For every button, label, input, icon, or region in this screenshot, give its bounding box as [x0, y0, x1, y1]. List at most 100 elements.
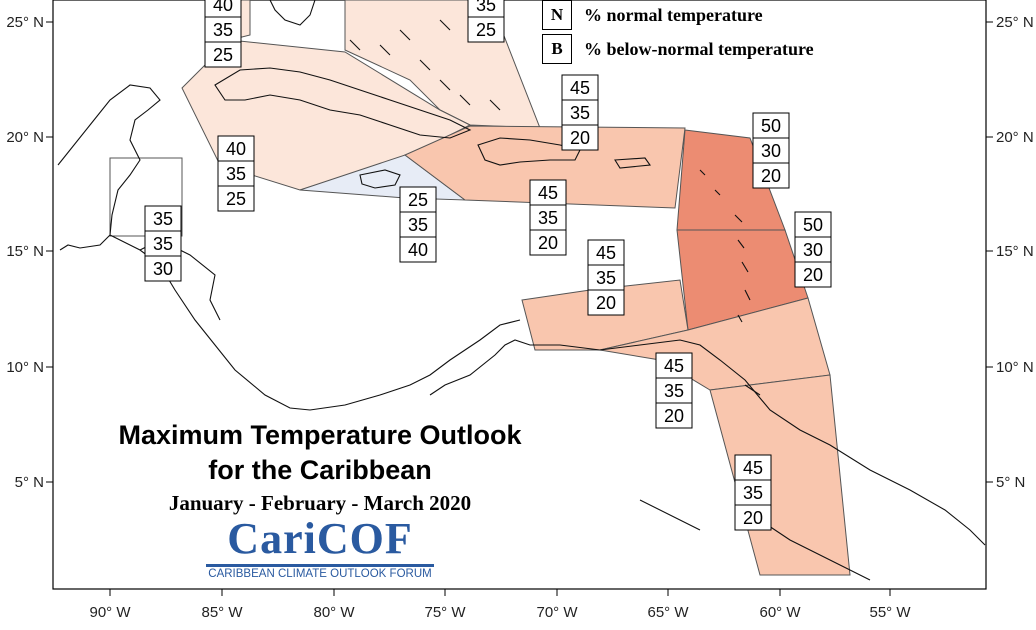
forecast-value: 40: [226, 139, 246, 159]
forecast-value: 45: [743, 458, 763, 478]
forecast-value: 45: [596, 243, 616, 263]
forecast-value: 35: [153, 234, 173, 254]
forecast-cell: [794, 236, 832, 263]
lon-label: 80° W: [313, 604, 355, 621]
lon-label: 65° W: [647, 604, 689, 621]
lat-label-right: 25° N: [996, 14, 1034, 31]
coast-hispaniola: [477, 137, 581, 166]
forecast-zones: [109, 0, 851, 576]
forecast-value: 35: [664, 381, 684, 401]
caricof-logo: CariCOF CARIBBEAN CLIMATE OUTLOOK FORUM: [200, 515, 440, 581]
forecast-cell: [144, 230, 182, 257]
forecast-cell: [399, 186, 437, 213]
forecast-cell: [217, 135, 255, 162]
coast-lesser-antilles: [699, 169, 761, 396]
lat-label-left: 20° N: [6, 129, 44, 146]
forecast-value: 25: [476, 20, 496, 40]
lat-label-right: 15° N: [996, 243, 1034, 260]
forecast-box-bahamas-north-west: 40 35 25: [204, 0, 242, 68]
lat-label-right: 10° N: [996, 359, 1034, 376]
lon-label: 85° W: [201, 604, 243, 621]
forecast-value: 50: [761, 116, 781, 136]
lat-label-left: 15° N: [6, 243, 44, 260]
forecast-value: 30: [761, 141, 781, 161]
lon-label: 55° W: [869, 604, 911, 621]
title-line-2: for the Caribbean: [208, 455, 432, 485]
forecast-cell: [204, 16, 242, 43]
forecast-value: 35: [596, 268, 616, 288]
forecast-value: 30: [803, 240, 823, 260]
logo-divider: [206, 564, 434, 567]
forecast-cell: [734, 454, 772, 481]
legend-label-normal: % normal temperature: [584, 4, 763, 25]
forecast-value: 20: [761, 166, 781, 186]
forecast-cell: [399, 236, 437, 263]
legend-key-normal: N: [542, 0, 572, 30]
forecast-value: 20: [570, 128, 590, 148]
forecast-cell: [734, 504, 772, 531]
forecast-value: 20: [803, 265, 823, 285]
forecast-box-windward-islands: 50 30 20: [794, 211, 832, 288]
forecast-value: 35: [476, 0, 496, 15]
forecast-box-leeward-islands: 50 30 20: [752, 112, 790, 189]
axes: 90° W 85° W 80° W 75° W 70° W 65° W 60° W 55° W…: [6, 14, 1033, 621]
legend-row-normal: N % normal temperature: [542, 0, 763, 30]
forecast-cell: [587, 289, 625, 316]
forecast-value: 35: [570, 103, 590, 123]
forecast-cell: [204, 41, 242, 68]
map-frame: [52, 0, 987, 590]
legend-key-below: B: [542, 34, 572, 64]
forecast-value: 45: [538, 183, 558, 203]
forecast-cell: [529, 204, 567, 231]
zone-hispaniola: [404, 125, 686, 209]
forecast-box-trinidad-tobago: 45 35 20: [655, 352, 693, 429]
forecast-cell: [144, 255, 182, 282]
forecast-value: 30: [153, 259, 173, 279]
forecast-value: 35: [153, 209, 173, 229]
forecast-value: 25: [226, 189, 246, 209]
coast-jamaica: [359, 169, 401, 189]
forecast-value: 45: [664, 356, 684, 376]
forecast-value: 35: [408, 215, 428, 235]
lon-label: 90° W: [89, 604, 131, 621]
coast-florida: [269, 0, 316, 26]
forecast-value: 45: [570, 78, 590, 98]
forecast-value: 20: [743, 508, 763, 528]
lon-label: 75° W: [424, 604, 466, 621]
forecast-value: 20: [538, 233, 558, 253]
forecast-value: 20: [596, 293, 616, 313]
forecast-box-guianas: 45 35 20: [734, 454, 772, 531]
forecast-value: 25: [213, 45, 233, 65]
coastlines: [57, 0, 986, 581]
coast-cuba: [214, 67, 472, 139]
title-line-1: Maximum Temperature Outlook: [118, 420, 522, 450]
logo-wordmark: CariCOF: [227, 514, 413, 563]
forecast-box-hispaniola-east: 45 35 20: [561, 74, 599, 151]
forecast-box-abc-islands: 45 35 20: [587, 239, 625, 316]
forecast-cell: [467, 16, 505, 43]
forecast-box-cuba: 40 35 25: [217, 135, 255, 212]
forecast-value: 35: [743, 483, 763, 503]
legend-row-below: B % below-normal temperature: [542, 34, 814, 64]
coast-bahamas: [349, 19, 501, 111]
lat-label-right: 20° N: [996, 129, 1034, 146]
forecast-cell: [529, 229, 567, 256]
lat-label-left: 5° N: [15, 474, 44, 491]
lat-label-left: 10° N: [6, 359, 44, 376]
title-period: January - February - March 2020: [168, 491, 472, 515]
forecast-cell: [794, 211, 832, 238]
legend-label-below: % below-normal temperature: [584, 38, 814, 59]
forecast-value: 35: [226, 164, 246, 184]
logo-tagline: CARIBBEAN CLIMATE OUTLOOK FORUM: [208, 568, 432, 580]
forecast-cell: [144, 205, 182, 232]
lon-label: 70° W: [536, 604, 578, 621]
forecast-value: 50: [803, 215, 823, 235]
forecast-cell: [587, 239, 625, 266]
forecast-value: 20: [664, 406, 684, 426]
forecast-cell: [794, 261, 832, 288]
lon-label: 60° W: [759, 604, 801, 621]
lat-label-right: 5° N: [996, 474, 1025, 491]
